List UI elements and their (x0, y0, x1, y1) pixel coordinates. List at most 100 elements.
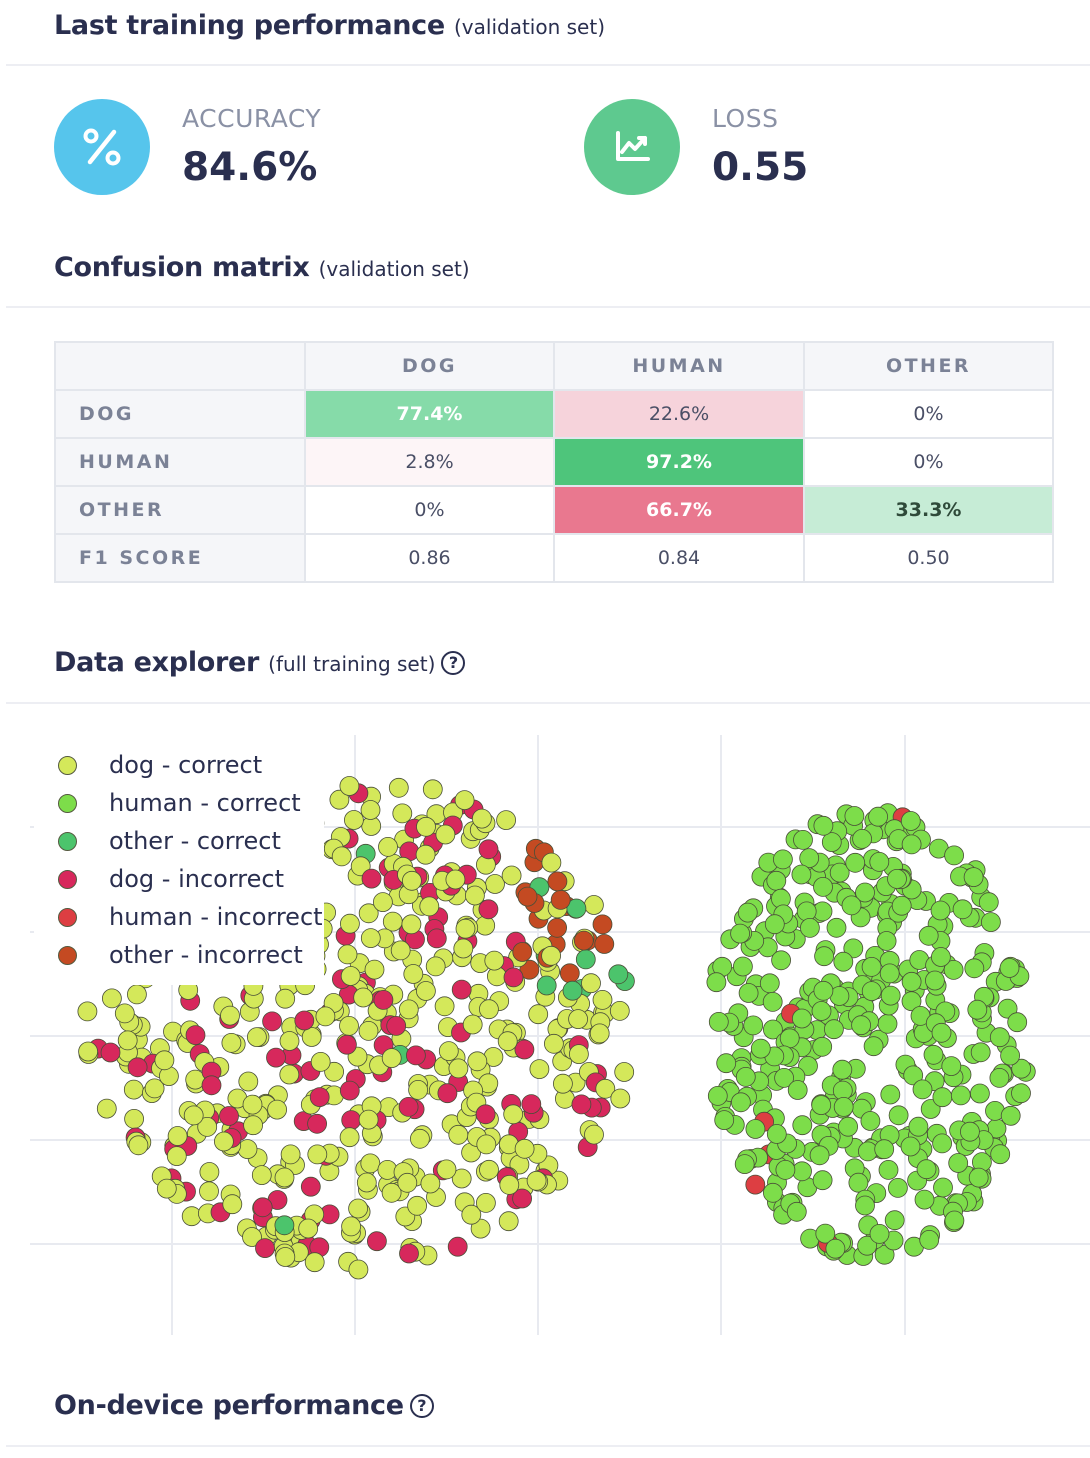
point-dog-incorrect[interactable] (512, 1188, 532, 1209)
point-dog-correct[interactable] (242, 1094, 263, 1115)
point-human-correct[interactable] (944, 1210, 965, 1231)
point-other-correct[interactable] (608, 964, 629, 985)
point-other-incorrect[interactable] (512, 942, 533, 962)
point-dog-correct[interactable] (324, 1061, 345, 1082)
point-human-correct[interactable] (845, 852, 866, 873)
point-dog-incorrect[interactable] (336, 1034, 357, 1055)
point-human-correct[interactable] (763, 1182, 783, 1203)
point-dog-correct[interactable] (372, 892, 393, 913)
point-human-correct[interactable] (876, 931, 897, 951)
point-human-correct[interactable] (841, 895, 862, 916)
point-dog-incorrect[interactable] (341, 1110, 362, 1131)
point-human-correct[interactable] (960, 1121, 980, 1142)
point-other-incorrect[interactable] (547, 917, 567, 938)
point-human-correct[interactable] (731, 1092, 751, 1113)
point-dog-correct[interactable] (382, 911, 403, 932)
point-human-correct[interactable] (730, 923, 750, 944)
point-dog-correct[interactable] (497, 1031, 518, 1052)
point-human-correct[interactable] (967, 999, 988, 1020)
point-human-correct[interactable] (851, 1015, 871, 1036)
point-human-correct[interactable] (944, 845, 964, 866)
point-other-incorrect[interactable] (559, 963, 580, 984)
point-dog-correct[interactable] (102, 988, 122, 1009)
point-human-correct[interactable] (930, 900, 951, 921)
point-dog-incorrect[interactable] (426, 928, 447, 949)
point-human-correct[interactable] (707, 1085, 728, 1106)
point-human-correct[interactable] (809, 1145, 830, 1166)
point-human-correct[interactable] (978, 892, 999, 913)
point-human-correct[interactable] (952, 899, 973, 920)
point-dog-correct[interactable] (360, 928, 381, 949)
point-dog-correct[interactable] (451, 1168, 472, 1189)
point-dog-correct[interactable] (221, 1032, 242, 1053)
point-dog-incorrect[interactable] (300, 1176, 321, 1197)
point-other-incorrect[interactable] (550, 889, 571, 910)
point-human-correct[interactable] (869, 1224, 890, 1244)
point-human-correct[interactable] (880, 1084, 901, 1105)
point-other-correct[interactable] (536, 975, 557, 996)
point-dog-correct[interactable] (388, 777, 409, 798)
point-human-correct[interactable] (891, 895, 912, 916)
point-human-correct[interactable] (1007, 1012, 1028, 1033)
point-human-correct[interactable] (908, 1116, 929, 1137)
point-dog-correct[interactable] (337, 944, 358, 965)
point-dog-correct[interactable] (407, 1195, 428, 1216)
legend-item-other-correct[interactable]: other - correct (58, 822, 281, 860)
point-human-correct[interactable] (884, 1210, 905, 1231)
point-human-correct[interactable] (916, 1159, 937, 1180)
point-dog-correct[interactable] (541, 852, 562, 873)
point-dog-correct[interactable] (581, 973, 601, 994)
point-dog-correct[interactable] (445, 869, 466, 890)
point-human-correct[interactable] (787, 1080, 808, 1100)
point-human-correct[interactable] (733, 956, 753, 977)
point-dog-correct[interactable] (199, 1181, 219, 1202)
point-human-correct[interactable] (792, 1161, 812, 1182)
point-dog-correct[interactable] (275, 988, 296, 1009)
point-human-incorrect[interactable] (745, 1174, 766, 1195)
help-icon[interactable]: ? (409, 1394, 434, 1418)
point-other-correct[interactable] (566, 898, 587, 919)
point-human-correct[interactable] (989, 1027, 1010, 1048)
point-dog-correct[interactable] (454, 790, 475, 810)
point-dog-correct[interactable] (470, 1218, 491, 1239)
point-dog-incorrect[interactable] (309, 1087, 330, 1108)
point-dog-incorrect[interactable] (127, 1057, 148, 1078)
point-dog-correct[interactable] (339, 776, 360, 796)
point-dog-incorrect[interactable] (521, 1094, 542, 1115)
point-human-correct[interactable] (763, 1019, 783, 1040)
point-dog-incorrect[interactable] (478, 899, 499, 920)
point-human-correct[interactable] (814, 946, 834, 967)
point-human-correct[interactable] (766, 870, 787, 891)
point-other-incorrect[interactable] (519, 959, 540, 980)
point-human-correct[interactable] (829, 862, 850, 883)
point-dog-correct[interactable] (298, 1218, 319, 1239)
point-human-correct[interactable] (775, 1159, 796, 1180)
point-dog-correct[interactable] (279, 1031, 300, 1051)
point-human-correct[interactable] (901, 991, 922, 1012)
point-human-correct[interactable] (796, 901, 817, 922)
point-dog-correct[interactable] (199, 1162, 220, 1182)
point-dog-incorrect[interactable] (201, 1075, 222, 1096)
point-human-correct[interactable] (948, 1153, 969, 1173)
point-dog-correct[interactable] (392, 803, 413, 824)
legend-item-dog-incorrect[interactable]: dog - incorrect (58, 860, 284, 898)
point-human-correct[interactable] (844, 806, 865, 826)
point-human-correct[interactable] (900, 1136, 921, 1157)
point-dog-correct[interactable] (348, 1198, 369, 1219)
point-human-correct[interactable] (868, 806, 888, 827)
point-human-correct[interactable] (825, 1238, 846, 1259)
point-dog-correct[interactable] (220, 1005, 240, 1026)
point-dog-correct[interactable] (541, 945, 561, 966)
point-human-correct[interactable] (901, 834, 922, 855)
point-dog-correct[interactable] (353, 987, 374, 1008)
point-dog-correct[interactable] (315, 1006, 336, 1027)
point-dog-correct[interactable] (453, 938, 474, 959)
point-human-correct[interactable] (793, 829, 813, 850)
point-human-correct[interactable] (860, 1111, 881, 1131)
point-human-correct[interactable] (900, 811, 921, 831)
point-human-correct[interactable] (750, 1038, 771, 1059)
point-human-correct[interactable] (812, 1036, 833, 1057)
point-human-correct[interactable] (968, 1167, 989, 1188)
point-dog-incorrect[interactable] (451, 979, 472, 1000)
point-human-correct[interactable] (779, 1028, 800, 1049)
